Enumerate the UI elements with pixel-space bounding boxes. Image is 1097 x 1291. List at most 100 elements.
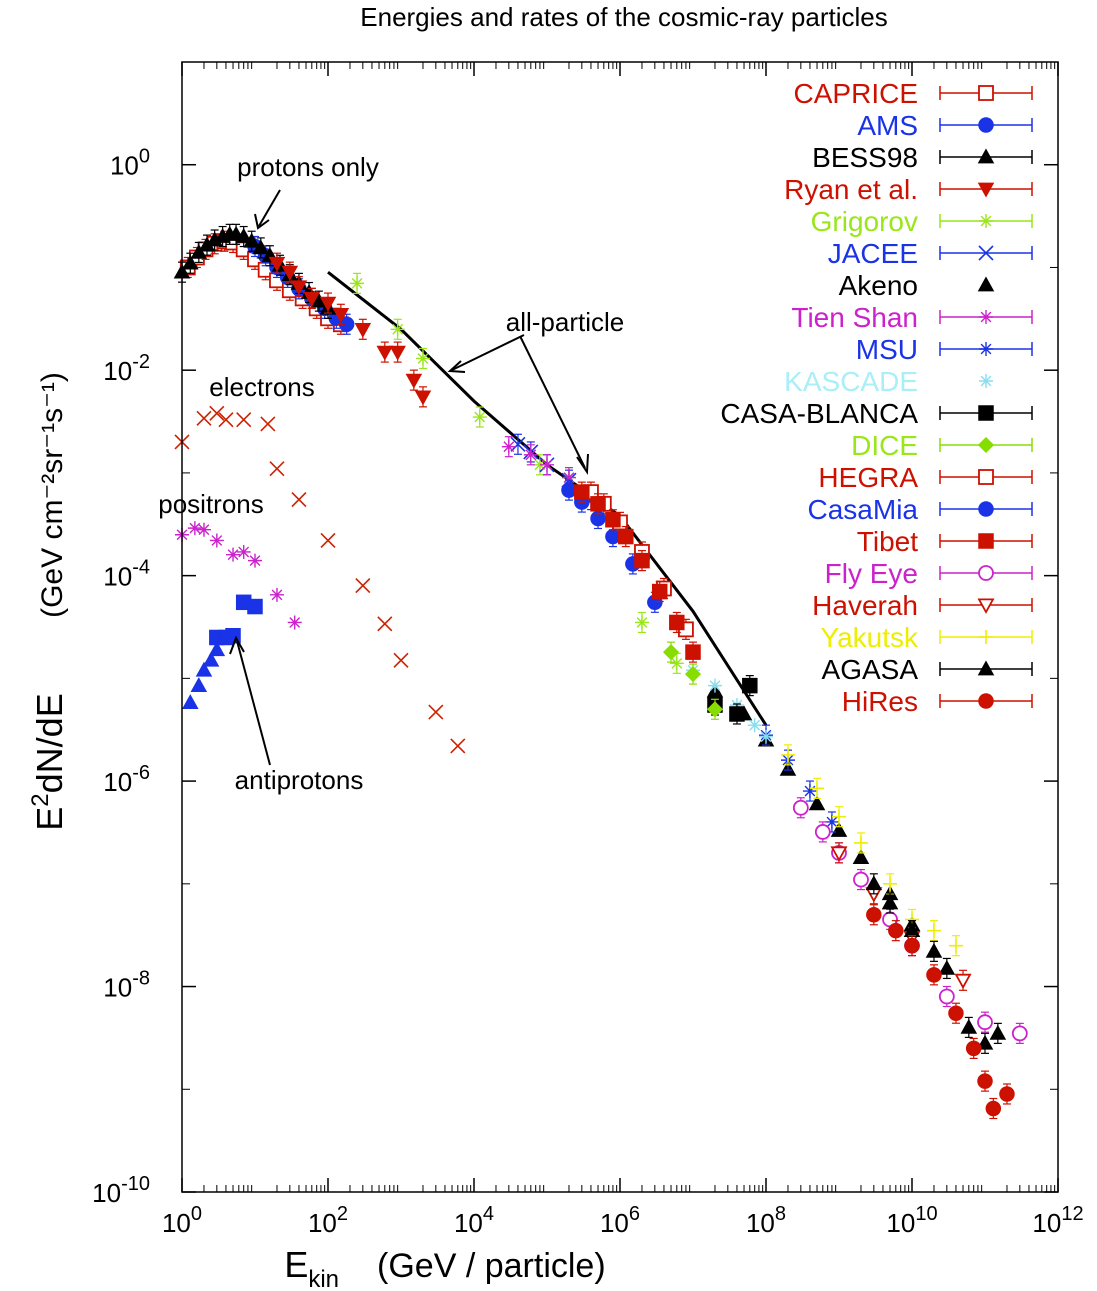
series-tibet (574, 481, 701, 663)
electrons-point-1 (196, 410, 212, 426)
arrow-all-particle-right (519, 335, 586, 469)
legend-label: Fly Eye (825, 558, 918, 589)
antiprotons-point-4 (208, 641, 226, 657)
point-4 (883, 876, 898, 891)
point-5 (960, 1018, 978, 1034)
annotation-protons-only: protons only (237, 152, 379, 182)
point-4 (948, 1005, 964, 1021)
point-5 (965, 1040, 982, 1057)
point-8 (1011, 1025, 1028, 1042)
legend-item-3: Ryan et al. (784, 174, 1033, 205)
series-dice (662, 641, 724, 720)
antiprotons-point-1 (190, 677, 208, 692)
electrons-point-5 (260, 416, 276, 432)
legend-item-14: Tibet (857, 526, 1033, 557)
x-axis-label: Ekin (GeV / particle) (284, 1244, 605, 1291)
chart-title: Energies and rates of the cosmic-ray par… (360, 2, 887, 32)
point-2 (904, 937, 920, 954)
legend-label: Akeno (839, 270, 918, 301)
positrons-point-5 (236, 544, 251, 559)
antiprotons-point-2 (195, 661, 213, 677)
y-axis-unit: (GeV cm⁻²sr⁻¹s⁻¹) (36, 372, 69, 618)
point-6 (926, 923, 941, 938)
electrons-point-10 (377, 616, 393, 632)
antiprotons-point-3 (202, 651, 220, 667)
point-0 (561, 482, 577, 498)
point-8 (999, 1086, 1015, 1102)
point-7 (669, 656, 684, 671)
legend-label: BESS98 (812, 142, 918, 173)
legend-item-12: HEGRA (818, 462, 1033, 493)
electrons-point-2 (209, 405, 225, 421)
point-0 (830, 846, 848, 862)
point-0 (780, 747, 795, 762)
x-tick-label-1: 102 (308, 1203, 348, 1238)
electrons-point-13 (450, 738, 466, 754)
series-tien-shan (501, 436, 576, 489)
point-0 (792, 799, 809, 816)
series-hires (866, 904, 1015, 1120)
point-0 (574, 484, 590, 500)
y-axis-ticks: 100 10-2 10-4 10-6 10-8 10-10 (92, 146, 1058, 1208)
point-2 (802, 784, 817, 799)
point-1 (590, 496, 606, 512)
legend-item-11: DICE (851, 430, 1033, 461)
annotation-positrons: positrons (158, 489, 264, 519)
annotations: protons only all-particle electrons posi… (158, 152, 624, 795)
point-1 (814, 824, 831, 840)
point-7 (989, 1024, 1007, 1040)
x-tick-label-4: 108 (746, 1203, 786, 1238)
legend-marker (978, 533, 994, 549)
point-1 (810, 781, 825, 796)
annotation-all-particle: all-particle (506, 307, 625, 337)
legend-label: AGASA (822, 654, 919, 685)
positrons-point-8 (287, 615, 302, 630)
legend-marker (979, 342, 993, 356)
point-2 (832, 809, 846, 824)
series-all-particle-0 (327, 271, 768, 727)
point-1 (182, 254, 199, 270)
point-3 (954, 973, 972, 990)
legend-label: Ryan et al. (784, 174, 918, 205)
point-3 (618, 528, 634, 545)
point-10 (414, 390, 432, 406)
point-7 (685, 644, 701, 660)
legend-label: CasaMia (808, 494, 919, 525)
legend-marker (979, 214, 993, 228)
y-axis-label: E2dN/dE (GeV cm⁻²sr⁻¹s⁻¹) (27, 372, 70, 831)
point-5 (651, 583, 668, 600)
arrow-protons-only (258, 189, 281, 227)
point-1 (881, 894, 899, 910)
electrons-point-9 (355, 578, 371, 594)
point-8 (235, 227, 252, 243)
legend-marker (978, 117, 994, 133)
series-electrons-1 (174, 405, 466, 754)
point-10 (252, 239, 270, 255)
point-4 (634, 552, 650, 569)
positrons-point-3 (209, 533, 224, 548)
legend-marker (977, 148, 995, 164)
legend-item-17: Yakutsk (820, 622, 1033, 653)
point-3 (303, 292, 321, 307)
legend-item-0: CAPRICE (794, 78, 1033, 109)
legend-marker (978, 693, 994, 709)
positrons-point-4 (226, 547, 241, 562)
series-agasa (865, 873, 1007, 1054)
antiprotons-point-0 (182, 694, 199, 710)
legend-marker (978, 405, 994, 421)
point-2 (605, 511, 621, 528)
electrons-point-6 (269, 461, 285, 477)
legend-marker (978, 501, 994, 517)
point-2 (415, 351, 430, 366)
antiprotons-point-4 (247, 598, 263, 615)
x-tick-label-5: 1010 (886, 1203, 937, 1238)
point-1 (390, 322, 405, 337)
point-2 (190, 243, 208, 259)
point-5 (830, 822, 848, 837)
point-7 (376, 345, 394, 361)
point-0 (350, 276, 365, 291)
point-0 (510, 436, 526, 452)
legend-item-5: JACEE (828, 238, 1033, 269)
point-3 (747, 718, 762, 733)
arrowhead-protons-only (254, 213, 270, 230)
